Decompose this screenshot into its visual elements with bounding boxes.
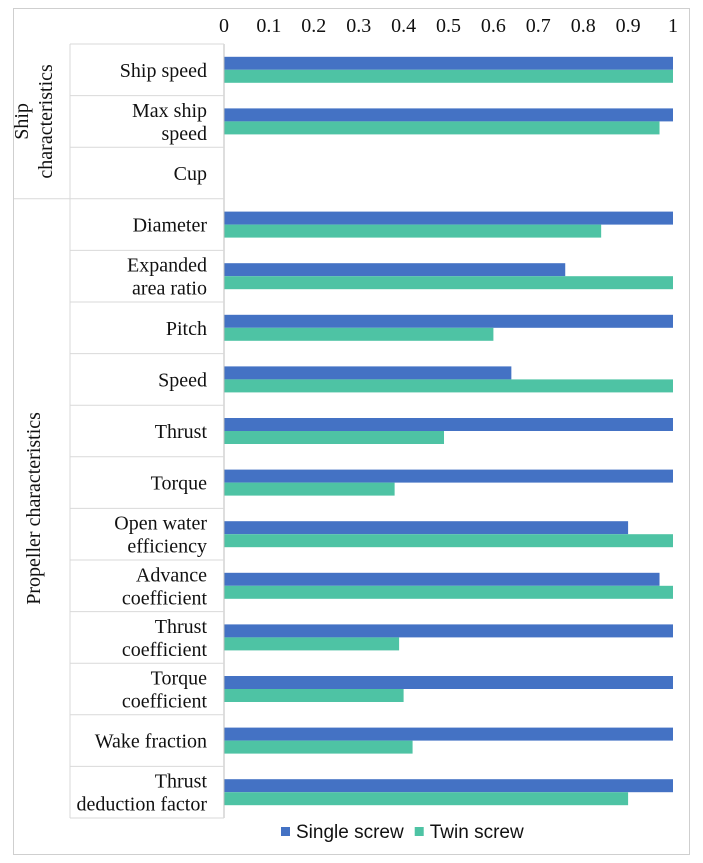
bar-single-screw — [224, 56, 673, 70]
x-tick-label: 0.2 — [301, 15, 326, 37]
bar-twin-screw — [224, 637, 400, 651]
category-label: Thrust coefficient — [122, 616, 208, 661]
legend-label: Single screw — [296, 822, 404, 843]
x-tick-label: 0.6 — [481, 15, 506, 37]
bar-single-screw — [224, 211, 673, 225]
bar-twin-screw — [224, 740, 413, 754]
category-labels: Ship speed Max ship speed Cup Diameter Expand… — [77, 60, 208, 816]
group-labels: Ship characteristics Propeller characteris… — [11, 64, 57, 605]
category-label: Speed — [158, 369, 207, 391]
bars — [224, 56, 673, 806]
bar-single-screw — [224, 572, 660, 586]
bar-twin-screw — [224, 431, 445, 444]
category-label: Thrust — [155, 421, 208, 443]
category-label: Thrust deduction factor — [77, 771, 208, 816]
bar-single-screw — [224, 779, 673, 793]
legend-swatch — [281, 827, 290, 836]
category-label: Ship speed — [120, 60, 207, 82]
category-label: Advance coefficient — [122, 564, 208, 609]
bar-twin-screw — [224, 276, 673, 290]
x-tick-label: 0.8 — [571, 15, 596, 37]
x-tick-label: 0.3 — [346, 15, 371, 37]
x-tick-label: 0.4 — [391, 15, 416, 37]
bar-single-screw — [224, 418, 673, 431]
x-tick-label: 0.7 — [526, 15, 551, 37]
category-label: Wake fraction — [95, 731, 207, 753]
legend-label: Twin screw — [430, 822, 524, 843]
x-tick-label: 0.9 — [616, 15, 641, 37]
bar-twin-screw — [224, 482, 395, 496]
category-label: Cup — [174, 163, 207, 185]
group-label: Propeller characteristics — [23, 412, 45, 605]
group-label: Ship characteristics — [11, 64, 57, 179]
category-label: Diameter — [133, 215, 208, 237]
bar-single-screw — [224, 676, 673, 689]
bar-single-screw — [224, 469, 673, 483]
bar-twin-screw — [224, 792, 629, 806]
axes — [14, 43, 225, 819]
category-label: Pitch — [166, 318, 207, 340]
legend-swatch — [414, 827, 424, 836]
x-tick-label: 0.5 — [436, 15, 461, 37]
bar-single-screw — [224, 521, 629, 535]
category-label: Torque coefficient — [122, 668, 208, 713]
bar-twin-screw — [224, 121, 660, 135]
x-axis-ticks: 0 0.1 0.2 0.3 0.4 0.5 0.6 0.7 0.8 0.9 1 — [219, 15, 678, 37]
category-label: Max ship speed — [132, 100, 207, 145]
category-label: Open water efficiency — [114, 513, 207, 558]
legend: Single screw Twin screw — [281, 822, 524, 843]
bar-twin-screw — [224, 69, 673, 83]
bar-single-screw — [224, 366, 512, 380]
bar-single-screw — [224, 108, 673, 122]
category-label: Torque — [151, 473, 207, 495]
bar-single-screw — [224, 727, 673, 741]
bar-twin-screw — [224, 689, 404, 702]
bar-single-screw — [224, 624, 673, 638]
bar-twin-screw — [224, 327, 494, 341]
bar-twin-screw — [224, 379, 673, 393]
bar-twin-screw — [224, 534, 673, 548]
bar-twin-screw — [224, 224, 602, 238]
bar-twin-screw — [224, 585, 673, 599]
chart-border — [13, 8, 690, 855]
x-tick-label: 1 — [668, 15, 678, 37]
bar-single-screw — [224, 314, 673, 328]
x-tick-label: 0 — [219, 15, 229, 37]
bar-single-screw — [224, 263, 566, 277]
x-tick-label: 0.1 — [256, 15, 281, 37]
category-label: Expanded area ratio — [127, 255, 207, 300]
